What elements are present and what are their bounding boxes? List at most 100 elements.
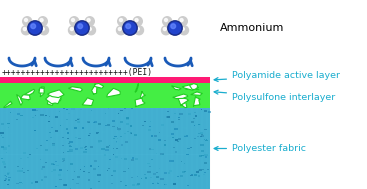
Bar: [152, 183, 155, 184]
Bar: [184, 171, 186, 172]
Bar: [193, 118, 195, 119]
Bar: [200, 136, 202, 137]
Bar: [198, 133, 201, 134]
Polygon shape: [39, 87, 44, 92]
Bar: [124, 158, 127, 160]
Bar: [113, 139, 116, 141]
Bar: [204, 139, 206, 140]
Bar: [185, 135, 186, 136]
Circle shape: [135, 19, 138, 22]
Bar: [83, 151, 87, 153]
Bar: [171, 160, 174, 162]
Bar: [186, 154, 189, 155]
Bar: [201, 109, 202, 110]
Polygon shape: [92, 84, 97, 95]
Bar: [16, 119, 18, 120]
Bar: [187, 185, 189, 186]
Bar: [40, 114, 44, 116]
Bar: [125, 167, 126, 168]
Bar: [138, 175, 140, 176]
Bar: [106, 112, 108, 113]
Bar: [124, 108, 127, 109]
Bar: [20, 158, 22, 159]
Bar: [1, 146, 4, 148]
Bar: [164, 144, 166, 146]
Bar: [130, 132, 132, 133]
Bar: [4, 112, 6, 113]
Bar: [117, 185, 120, 187]
Bar: [117, 139, 120, 140]
Circle shape: [28, 21, 42, 35]
Bar: [176, 177, 179, 179]
Bar: [205, 140, 208, 141]
Bar: [203, 120, 204, 121]
Bar: [143, 139, 144, 140]
Bar: [88, 114, 91, 116]
Bar: [162, 154, 164, 155]
Bar: [8, 179, 10, 181]
Bar: [22, 183, 23, 184]
Bar: [161, 124, 164, 126]
Bar: [45, 162, 47, 163]
Bar: [157, 182, 158, 183]
Bar: [33, 109, 36, 111]
Circle shape: [76, 22, 88, 34]
Bar: [55, 164, 59, 166]
Bar: [131, 159, 134, 161]
Bar: [85, 149, 87, 150]
Bar: [72, 108, 75, 109]
Bar: [190, 147, 192, 148]
Bar: [41, 180, 43, 181]
Bar: [90, 188, 91, 189]
Bar: [6, 127, 8, 129]
Bar: [181, 161, 182, 162]
Bar: [36, 148, 39, 149]
Bar: [106, 146, 109, 148]
Bar: [63, 108, 65, 109]
Bar: [90, 165, 92, 167]
Bar: [172, 175, 174, 176]
Polygon shape: [39, 88, 44, 93]
Bar: [205, 156, 207, 158]
Bar: [23, 151, 25, 152]
Bar: [105, 149, 109, 151]
Bar: [87, 121, 90, 123]
Bar: [30, 124, 32, 125]
Bar: [202, 169, 204, 170]
Bar: [169, 170, 172, 172]
Circle shape: [78, 24, 83, 29]
Bar: [51, 127, 52, 128]
Bar: [168, 160, 171, 162]
Bar: [200, 144, 204, 146]
Bar: [109, 145, 110, 146]
Bar: [97, 174, 101, 176]
Bar: [194, 138, 196, 139]
Bar: [119, 152, 120, 153]
Bar: [76, 183, 79, 184]
Bar: [122, 112, 125, 114]
Bar: [46, 115, 47, 116]
Bar: [104, 154, 106, 156]
Bar: [49, 116, 50, 117]
Bar: [75, 143, 79, 145]
Bar: [203, 174, 205, 175]
Bar: [149, 126, 151, 127]
Bar: [6, 176, 7, 177]
Bar: [157, 183, 159, 184]
Bar: [204, 110, 207, 112]
Polygon shape: [135, 84, 138, 92]
Bar: [60, 125, 61, 126]
Bar: [89, 133, 91, 134]
Bar: [198, 170, 199, 171]
Bar: [63, 160, 65, 161]
Bar: [88, 186, 89, 187]
Bar: [149, 148, 152, 150]
Bar: [8, 145, 10, 147]
Circle shape: [25, 19, 28, 22]
Bar: [17, 170, 19, 172]
Circle shape: [164, 19, 167, 22]
Circle shape: [181, 28, 184, 31]
Bar: [194, 125, 195, 126]
Bar: [191, 174, 193, 175]
Bar: [111, 183, 113, 184]
